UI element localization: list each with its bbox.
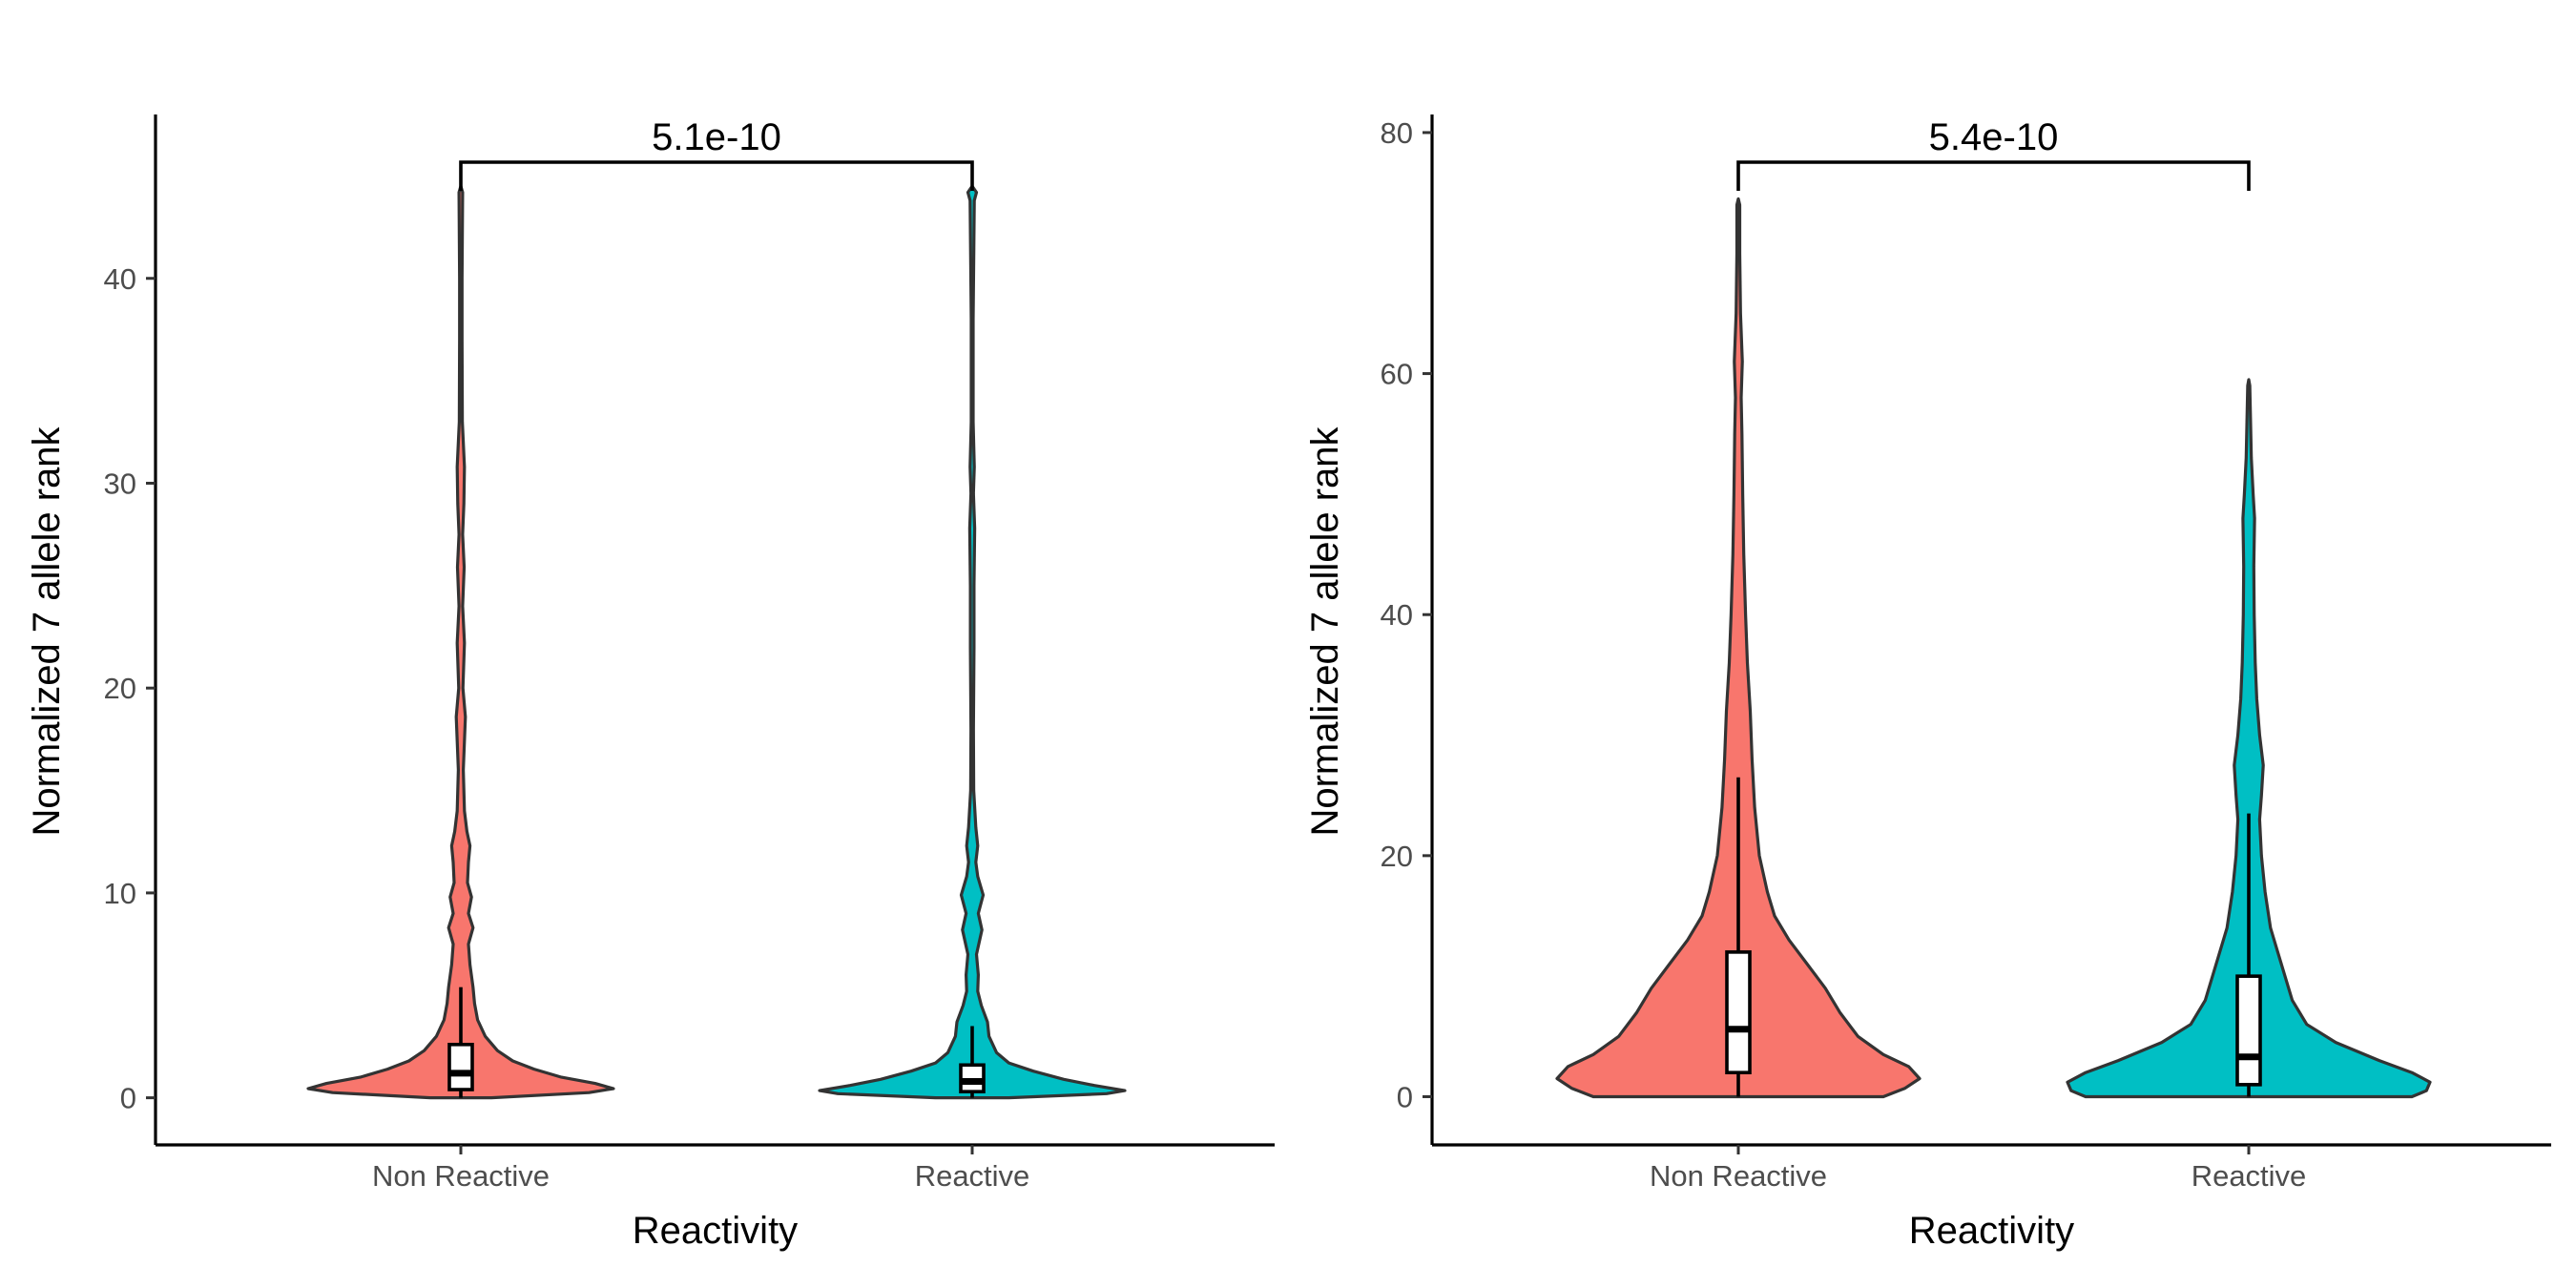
x-axis-title: Reactivity: [633, 1210, 798, 1252]
left-panel: 0 10 20 30 40 Non Reactive Reactive Reactivity N…: [26, 114, 1275, 1252]
significance-bracket: [459, 160, 974, 191]
significance-bracket: [1736, 160, 2251, 191]
y-tick-label: 0: [1397, 1080, 1413, 1113]
violin-shape: [1555, 197, 1922, 1099]
y-tick-label: 30: [104, 467, 136, 500]
series-reactive: [2066, 378, 2432, 1099]
y-tick-label: 60: [1381, 358, 1413, 391]
violin-shape: [2066, 378, 2432, 1099]
series-non-reactive: [1555, 197, 1922, 1099]
p-value-label: 5.4e-10: [1929, 116, 2059, 158]
y-tick-label: 10: [104, 877, 136, 910]
box: [447, 1042, 474, 1091]
box: [1725, 950, 1752, 1075]
x-axis-title: Reactivity: [1909, 1210, 2074, 1252]
right-panel: 0 20 40 60 80 Non Reactive Reactive Reactivity N…: [1304, 114, 2551, 1252]
y-axis-title: Normalized 7 allele rank: [1304, 426, 1346, 836]
y-tick-label: 80: [1381, 116, 1413, 150]
box: [2235, 974, 2262, 1087]
x-tick-label: Non Reactive: [1650, 1159, 1827, 1193]
p-value-label: 5.1e-10: [652, 116, 781, 158]
violin-shape: [818, 184, 1127, 1100]
x-tick-label: Reactive: [2192, 1159, 2307, 1193]
y-axis-title: Normalized 7 allele rank: [26, 426, 68, 836]
x-tick-label: Reactive: [915, 1159, 1030, 1193]
y-tick-label: 20: [1381, 840, 1413, 873]
x-tick-label: Non Reactive: [372, 1159, 550, 1193]
y-tick-label: 20: [104, 672, 136, 705]
y-tick-label: 0: [120, 1082, 136, 1115]
y-tick-label: 40: [104, 262, 136, 296]
y-tick-label: 40: [1381, 598, 1413, 632]
series-reactive: [818, 184, 1127, 1100]
